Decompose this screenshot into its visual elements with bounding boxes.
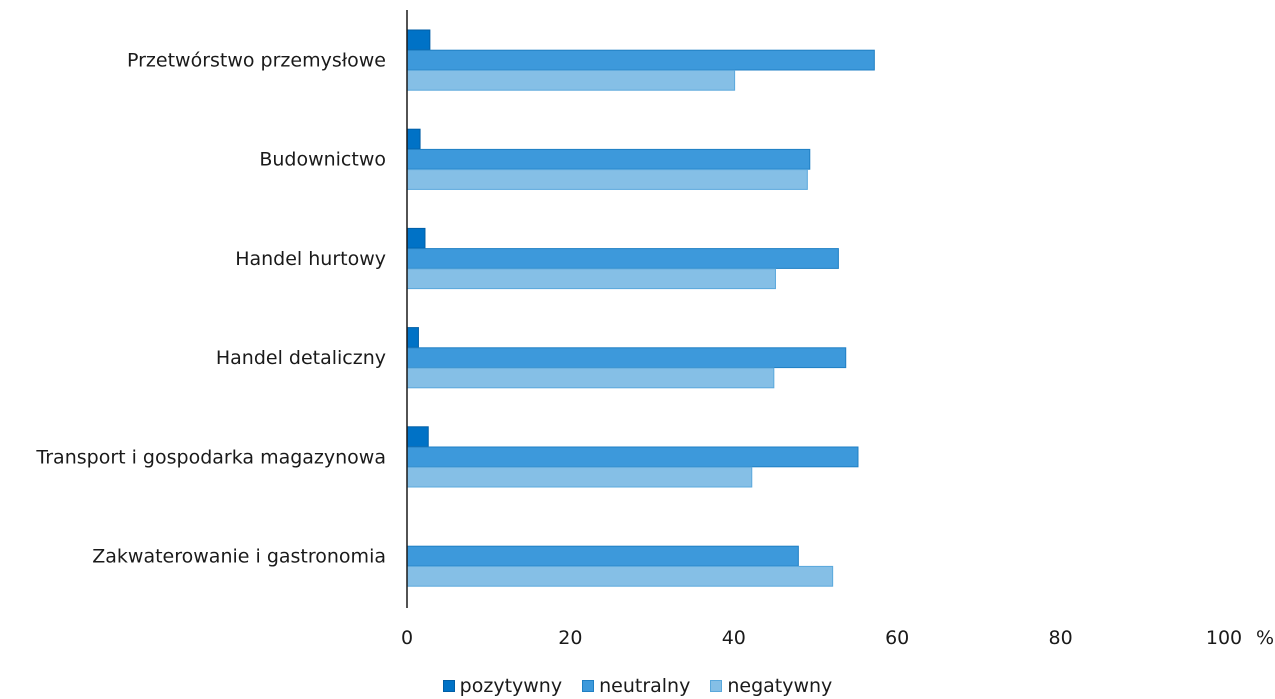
- bar-negatywny-3: [406, 268, 776, 290]
- legend: pozytywny neutralny negatywny: [0, 675, 1275, 697]
- bar-pozytywny-2: [406, 128, 421, 150]
- category-label: Zakwaterowanie i gastronomia: [92, 546, 386, 568]
- x-tick-label: 0: [401, 627, 413, 649]
- category-label: Handel detaliczny: [216, 347, 386, 369]
- x-tick-labels: 0 20 40 60 80 100: [401, 627, 1242, 649]
- legend-label: neutralny: [599, 675, 691, 697]
- x-tick-label: 80: [1049, 627, 1073, 649]
- bars-group: [406, 29, 875, 587]
- bar-pozytywny-4: [406, 327, 419, 348]
- legend-swatch: [582, 680, 595, 692]
- legend-swatch: [442, 680, 455, 692]
- bar-negatywny-2: [406, 169, 808, 190]
- legend-item-pozytywny: pozytywny: [442, 675, 563, 697]
- legend-item-negatywny: negatywny: [710, 675, 832, 697]
- bar-negatywny-6: [406, 565, 834, 587]
- legend-label: negatywny: [727, 675, 833, 697]
- category-label: Handel hurtowy: [235, 248, 386, 270]
- bar-pozytywny-3: [406, 227, 426, 249]
- bar-pozytywny-5: [406, 426, 429, 448]
- legend-swatch: [710, 680, 723, 692]
- bar-neutralny-6: [406, 545, 799, 567]
- x-axis-unit: %: [1256, 627, 1274, 649]
- category-label: Transport i gospodarka magazynowa: [35, 446, 386, 468]
- bar-neutralny-2: [406, 148, 811, 170]
- legend-item-neutralny: neutralny: [582, 675, 690, 697]
- x-tick-label: 100: [1206, 627, 1242, 649]
- category-label: Budownictwo: [259, 149, 386, 171]
- category-label: Przetwórstwo przemysłowe: [127, 50, 386, 72]
- x-tick-label: 40: [722, 627, 746, 649]
- bar-negatywny-1: [406, 69, 736, 91]
- bar-negatywny-4: [406, 367, 775, 389]
- bar-pozytywny-1: [406, 29, 431, 51]
- bar-neutralny-5: [406, 446, 859, 468]
- bar-neutralny-4: [406, 347, 847, 369]
- bar-negatywny-5: [406, 466, 753, 488]
- bar-neutralny-1: [406, 49, 875, 71]
- bar-neutralny-3: [406, 248, 839, 269]
- x-tick-label: 20: [558, 627, 582, 649]
- x-tick-label: 60: [885, 627, 909, 649]
- category-labels: Przetwórstwo przemysłowe Budownictwo Hande…: [35, 50, 386, 568]
- legend-label: pozytywny: [459, 675, 563, 697]
